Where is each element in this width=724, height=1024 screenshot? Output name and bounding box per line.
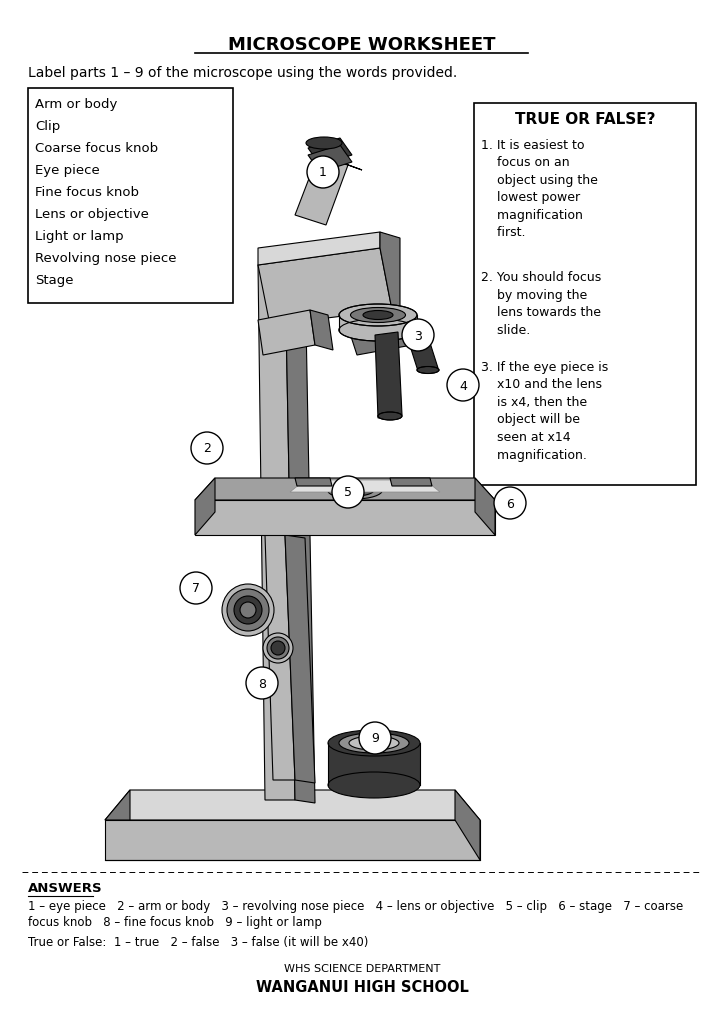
- Text: Arm or body: Arm or body: [35, 98, 117, 111]
- Circle shape: [494, 487, 526, 519]
- Polygon shape: [339, 315, 417, 330]
- Polygon shape: [258, 265, 295, 800]
- Ellipse shape: [227, 589, 269, 631]
- Polygon shape: [345, 308, 412, 355]
- Text: 3: 3: [414, 330, 422, 342]
- Polygon shape: [285, 535, 315, 783]
- Polygon shape: [258, 248, 392, 325]
- Ellipse shape: [267, 637, 289, 659]
- Bar: [28, 88, 233, 303]
- Text: True or False:  1 – true   2 – false   3 – false (it will be x40): True or False: 1 – true 2 – false 3 – fa…: [28, 936, 369, 949]
- Text: focus knob   8 – fine focus knob   9 – light or lamp: focus knob 8 – fine focus knob 9 – light…: [28, 916, 322, 929]
- Polygon shape: [318, 155, 362, 170]
- Text: 2: 2: [203, 442, 211, 456]
- Polygon shape: [195, 478, 215, 535]
- Polygon shape: [390, 478, 432, 486]
- Polygon shape: [475, 478, 495, 535]
- Polygon shape: [285, 265, 315, 803]
- Polygon shape: [328, 745, 420, 785]
- Text: 9: 9: [371, 732, 379, 745]
- Ellipse shape: [234, 596, 262, 624]
- Ellipse shape: [350, 307, 405, 323]
- Text: Lens or objective: Lens or objective: [35, 208, 149, 221]
- Circle shape: [307, 156, 339, 188]
- Text: Revolving nose piece: Revolving nose piece: [35, 252, 177, 265]
- Text: 4: 4: [459, 380, 467, 392]
- Ellipse shape: [271, 641, 285, 655]
- Ellipse shape: [222, 584, 274, 636]
- Polygon shape: [295, 478, 332, 486]
- Polygon shape: [195, 500, 495, 535]
- Polygon shape: [195, 478, 495, 500]
- Text: Fine focus knob: Fine focus knob: [35, 186, 139, 199]
- Circle shape: [180, 572, 212, 604]
- Ellipse shape: [339, 319, 417, 341]
- Ellipse shape: [306, 137, 342, 150]
- Bar: [474, 103, 696, 485]
- Text: 7: 7: [192, 583, 200, 596]
- Text: MICROSCOPE WORKSHEET: MICROSCOPE WORKSHEET: [228, 36, 496, 54]
- Polygon shape: [310, 310, 333, 350]
- Text: 2. You should focus
    by moving the
    lens towards the
    slide.: 2. You should focus by moving the lens t…: [481, 271, 601, 337]
- Text: 1: 1: [319, 167, 327, 179]
- Text: Light or lamp: Light or lamp: [35, 230, 124, 243]
- Text: Eye piece: Eye piece: [35, 164, 100, 177]
- Ellipse shape: [417, 367, 439, 374]
- Ellipse shape: [360, 739, 388, 746]
- Text: 1. It is easiest to
    focus on an
    object using the
    lowest power
    ma: 1. It is easiest to focus on an object u…: [481, 139, 598, 240]
- Polygon shape: [105, 790, 480, 820]
- Text: WANGANUI HIGH SCHOOL: WANGANUI HIGH SCHOOL: [256, 980, 468, 995]
- Text: 8: 8: [258, 678, 266, 690]
- Ellipse shape: [240, 602, 256, 618]
- Polygon shape: [455, 790, 480, 860]
- Ellipse shape: [339, 304, 417, 326]
- Text: ANSWERS: ANSWERS: [28, 882, 103, 895]
- Polygon shape: [375, 332, 402, 418]
- Ellipse shape: [327, 481, 382, 499]
- Text: TRUE OR FALSE?: TRUE OR FALSE?: [515, 112, 655, 127]
- Text: 5: 5: [344, 486, 352, 500]
- Polygon shape: [290, 480, 440, 492]
- Ellipse shape: [363, 310, 393, 319]
- Text: Stage: Stage: [35, 274, 74, 287]
- Circle shape: [359, 722, 391, 754]
- Ellipse shape: [339, 733, 409, 753]
- Circle shape: [191, 432, 223, 464]
- Text: WHS SCIENCE DEPARTMENT: WHS SCIENCE DEPARTMENT: [284, 964, 440, 974]
- Text: Clip: Clip: [35, 120, 60, 133]
- Text: 1 – eye piece   2 – arm or body   3 – revolving nose piece   4 – lens or objecti: 1 – eye piece 2 – arm or body 3 – revolv…: [28, 900, 683, 913]
- Ellipse shape: [328, 772, 420, 798]
- Polygon shape: [308, 138, 352, 165]
- Text: 3. If the eye piece is
    x10 and the lens
    is x4, then the
    object will : 3. If the eye piece is x10 and the lens …: [481, 361, 608, 462]
- Polygon shape: [308, 145, 352, 172]
- Text: Coarse focus knob: Coarse focus knob: [35, 142, 158, 155]
- Text: 6: 6: [506, 498, 514, 511]
- Circle shape: [332, 476, 364, 508]
- Polygon shape: [405, 327, 438, 371]
- Ellipse shape: [336, 484, 374, 496]
- Polygon shape: [380, 232, 400, 318]
- Polygon shape: [258, 232, 380, 265]
- Ellipse shape: [328, 730, 420, 756]
- Circle shape: [402, 319, 434, 351]
- Text: Label parts 1 – 9 of the microscope using the words provided.: Label parts 1 – 9 of the microscope usin…: [28, 66, 458, 80]
- Polygon shape: [265, 535, 295, 780]
- Polygon shape: [105, 820, 480, 860]
- Polygon shape: [295, 155, 348, 225]
- Polygon shape: [105, 790, 130, 820]
- Ellipse shape: [349, 736, 399, 750]
- Circle shape: [246, 667, 278, 699]
- Ellipse shape: [378, 412, 402, 420]
- Circle shape: [447, 369, 479, 401]
- Ellipse shape: [263, 633, 293, 663]
- Polygon shape: [258, 310, 315, 355]
